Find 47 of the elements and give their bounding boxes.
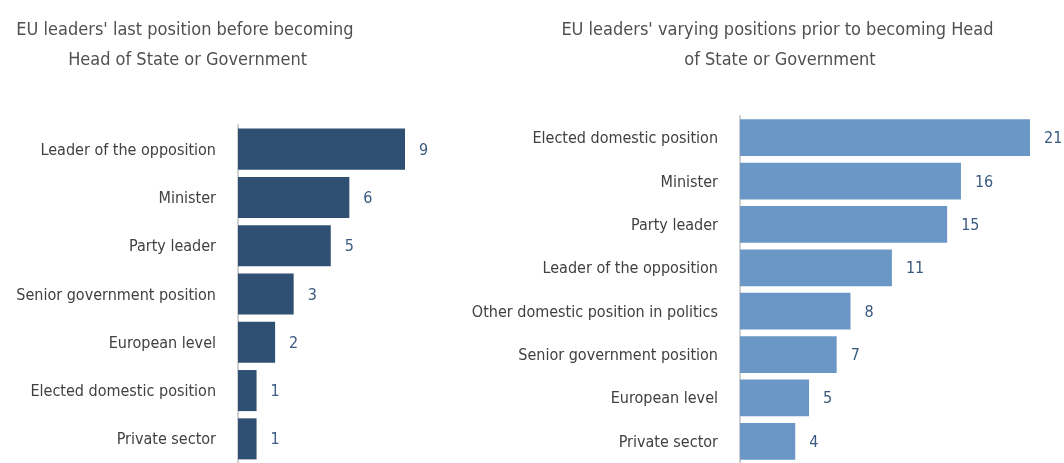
bar	[740, 292, 851, 330]
bar	[740, 249, 892, 287]
y-tick-label: Senior government position	[518, 345, 718, 365]
y-tick-label: Party leader	[128, 236, 217, 256]
y-tick-label: Party leader	[630, 214, 719, 234]
bar	[238, 321, 276, 363]
data-label: 9	[419, 139, 429, 159]
bar	[740, 422, 796, 460]
y-tick-label: Minister	[660, 171, 719, 191]
y-tick-label: Private sector	[618, 431, 719, 451]
y-tick-label: Elected domestic position	[532, 128, 718, 148]
bar	[740, 379, 810, 417]
data-label: 2	[289, 332, 299, 352]
y-tick-label: Elected domestic position	[30, 381, 216, 401]
data-label: 5	[823, 388, 833, 408]
data-label: 3	[307, 284, 317, 304]
y-tick-label: European level	[610, 388, 718, 408]
data-label: 7	[850, 345, 860, 365]
data-label: 21	[1044, 128, 1063, 148]
bar	[238, 418, 257, 460]
y-tick-label: European level	[108, 332, 216, 352]
bar	[238, 370, 257, 412]
data-label: 1	[270, 429, 280, 449]
chart-title: EU leaders' last position before becoming Head of State or Government	[16, 17, 354, 69]
bar	[238, 128, 405, 170]
y-tick-label: Leader of the opposition	[40, 139, 216, 159]
data-label: 4	[809, 431, 819, 451]
y-tick-label: Private sector	[116, 429, 217, 449]
data-label: 1	[270, 381, 280, 401]
y-tick-label: Minister	[158, 187, 217, 207]
y-tick-label: Other domestic position in politics	[471, 301, 718, 321]
bar	[740, 206, 948, 243]
bar	[740, 119, 1030, 157]
chart-title: EU leaders' varying positions prior to becoming Head of State or Government	[561, 17, 999, 69]
bar	[238, 273, 294, 315]
bar	[740, 336, 837, 373]
data-label: 5	[344, 236, 354, 256]
y-tick-label: Senior government position	[16, 284, 216, 304]
data-label: 8	[864, 301, 874, 321]
data-label: 11	[905, 258, 925, 278]
data-label: 6	[363, 187, 373, 207]
data-label: 16	[974, 171, 994, 191]
bar	[740, 162, 961, 200]
data-label: 15	[961, 214, 980, 234]
bar	[238, 176, 350, 218]
bar	[238, 225, 331, 267]
y-tick-label: Leader of the opposition	[542, 258, 718, 278]
